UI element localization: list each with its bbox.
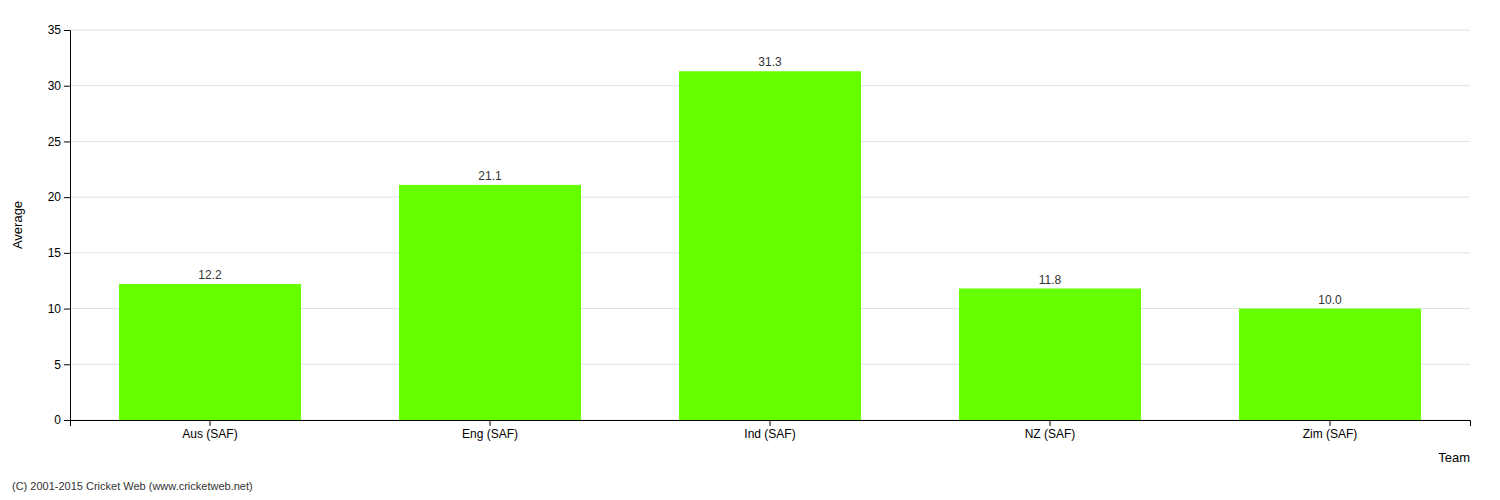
x-tick-mark	[210, 420, 211, 426]
grid-line	[70, 30, 1470, 31]
data-label: 21.1	[478, 169, 502, 183]
y-tick-label: 25	[48, 135, 62, 149]
y-tick-mark	[64, 141, 70, 142]
plot: 12.2 21.1 31.3 11.8 10.0 Aus (SAF) Eng (SAF) In…	[10, 23, 1471, 465]
x-tick-mark	[490, 420, 491, 426]
x-tick-label: NZ (SAF)	[1025, 427, 1076, 441]
y-tick-label: 10	[48, 302, 62, 316]
y-tick-mark	[64, 309, 70, 310]
data-label: 10.0	[1318, 293, 1342, 307]
bars	[119, 71, 1421, 420]
x-axis-line	[71, 421, 1471, 427]
x-tick-mark	[1330, 420, 1331, 426]
x-axis-title: Team	[1438, 450, 1470, 465]
chart: 12.2 21.1 31.3 11.8 10.0 Aus (SAF) Eng (SAF) In…	[0, 0, 1500, 500]
x-tick: NZ (SAF)	[1025, 420, 1076, 441]
footer: (C) 2001-2015 Cricket Web (www.cricketwe…	[12, 480, 253, 492]
x-tick: Aus (SAF)	[182, 420, 237, 441]
y-tick: 25	[48, 135, 70, 149]
y-tick: 20	[48, 190, 70, 204]
y-tick-mark	[64, 420, 70, 421]
y-tick-label: 20	[48, 190, 62, 204]
x-tick-label: Aus (SAF)	[182, 427, 237, 441]
bar	[399, 185, 581, 420]
y-tick-label: 30	[48, 79, 62, 93]
y-tick-mark	[64, 364, 70, 365]
y-tick-label: 0	[54, 413, 61, 427]
bar	[119, 284, 301, 420]
bar	[679, 71, 861, 420]
y-tick-mark	[64, 253, 70, 254]
x-tick: Ind (SAF)	[744, 420, 795, 441]
y-tick: 15	[48, 246, 70, 260]
x-tick: Eng (SAF)	[462, 420, 518, 441]
x-axis: Aus (SAF) Eng (SAF) Ind (SAF) NZ (SAF) Zim (…	[71, 420, 1471, 441]
data-labels: 12.2 21.1 31.3 11.8 10.0	[198, 55, 1342, 306]
grid	[70, 30, 1470, 420]
bar	[959, 289, 1141, 420]
x-tick-label: Ind (SAF)	[744, 427, 795, 441]
y-tick-label: 5	[54, 358, 61, 372]
y-tick-label: 35	[48, 23, 62, 37]
data-label: 12.2	[198, 268, 222, 282]
y-tick: 35	[48, 23, 70, 37]
y-tick: 10	[48, 302, 70, 316]
y-tick-mark	[64, 86, 70, 87]
data-label: 11.8	[1039, 273, 1062, 287]
y-tick: 5	[54, 358, 70, 372]
bar	[1239, 309, 1421, 420]
x-tick-label: Eng (SAF)	[462, 427, 518, 441]
y-axis-line	[64, 31, 71, 421]
x-tick: Zim (SAF)	[1303, 420, 1358, 441]
y-tick-mark	[64, 30, 70, 31]
y-tick-mark	[64, 197, 70, 198]
y-tick: 0	[54, 413, 70, 427]
x-tick-label: Zim (SAF)	[1303, 427, 1358, 441]
y-tick-label: 15	[48, 246, 62, 260]
y-axis-title: Average	[10, 201, 25, 249]
data-label: 31.3	[758, 55, 782, 69]
x-tick-mark	[770, 420, 771, 426]
x-tick-mark	[1050, 420, 1051, 426]
y-axis: 0 5 10 15 20 25 30 35	[48, 23, 71, 427]
y-tick: 30	[48, 79, 70, 93]
